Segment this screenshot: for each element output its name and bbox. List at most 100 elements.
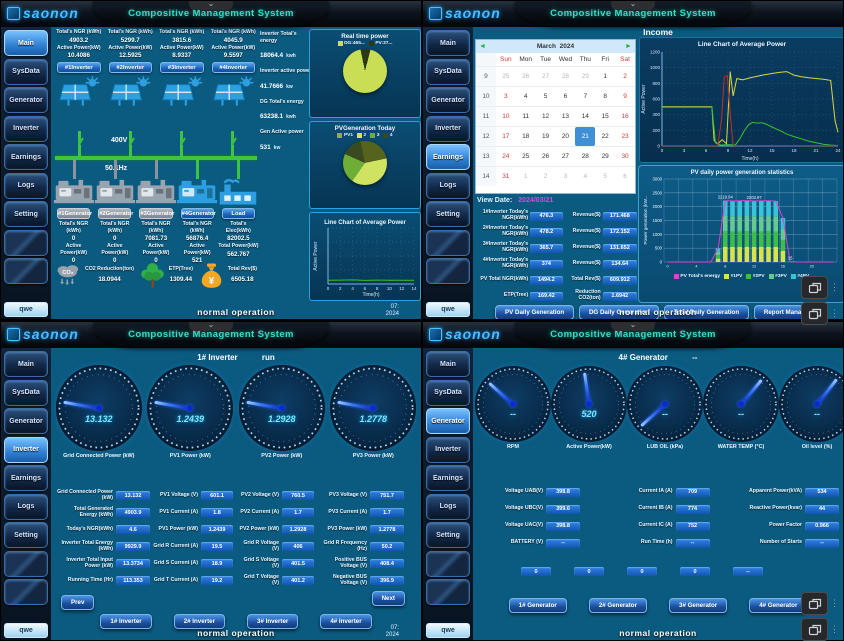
- sidebar-item-main[interactable]: Main: [426, 30, 470, 56]
- calendar-day[interactable]: 29: [601, 153, 609, 160]
- 2-inverter-button[interactable]: 2# Inverter: [173, 614, 225, 629]
- sidebar-item-earnings[interactable]: Earnings: [4, 465, 48, 491]
- 1generator-button[interactable]: #1Generator: [57, 208, 92, 219]
- calendar-day[interactable]: 14: [581, 113, 589, 120]
- calendar-day[interactable]: 16: [621, 113, 629, 120]
- sidebar-item-sysdata[interactable]: SysData: [426, 58, 470, 85]
- sidebar-item-generator[interactable]: Generator: [4, 87, 48, 113]
- sidebar-item-blank[interactable]: [426, 258, 470, 284]
- inverter-button[interactable]: #4Inverter: [211, 62, 255, 73]
- sidebar-item-setting[interactable]: Setting: [426, 201, 470, 227]
- calendar-day[interactable]: 1: [523, 173, 528, 180]
- screen-tool-button[interactable]: [801, 276, 828, 299]
- calendar-day[interactable]: 2: [623, 73, 627, 80]
- sidebar-item-blank[interactable]: [4, 229, 48, 256]
- calendar-day[interactable]: 10: [502, 113, 510, 120]
- 1-inverter-button[interactable]: 1# Inverter: [100, 614, 152, 629]
- collapse-handle[interactable]: ⌄: [189, 322, 233, 331]
- 4-generator-button[interactable]: 4# Generator: [749, 598, 808, 613]
- 4generator-button[interactable]: #4Generator: [180, 208, 216, 219]
- calendar-day[interactable]: 28: [581, 153, 589, 160]
- calendar-day[interactable]: 5: [603, 173, 607, 180]
- sidebar-item-earnings[interactable]: Earnings: [4, 144, 48, 170]
- calendar-prev-icon[interactable]: ◄: [479, 43, 486, 50]
- sidebar-item-inverter[interactable]: Inverter: [426, 115, 470, 142]
- qwe-button[interactable]: qwe: [426, 623, 470, 638]
- sidebar-item-main[interactable]: Main: [4, 351, 48, 377]
- sidebar-item-earnings[interactable]: Earnings: [426, 144, 470, 170]
- calendar-day[interactable]: 4: [583, 173, 588, 180]
- calendar-day[interactable]: 8: [603, 93, 607, 100]
- drag-handle-icon[interactable]: ⋮: [830, 308, 839, 318]
- sidebar-item-earnings[interactable]: Earnings: [426, 465, 470, 491]
- inverter-button[interactable]: #3Inverter: [160, 62, 204, 73]
- sidebar-item-main[interactable]: Main: [426, 351, 470, 377]
- 2generator-button[interactable]: #2Generator: [98, 208, 133, 219]
- calendar-day[interactable]: 31: [502, 173, 510, 180]
- calendar-day[interactable]: 29: [581, 73, 589, 80]
- collapse-handle[interactable]: ⌄: [611, 322, 655, 331]
- sidebar-item-inverter[interactable]: Inverter: [426, 436, 470, 463]
- sidebar-item-sysdata[interactable]: SysData: [4, 58, 48, 85]
- calendar-day[interactable]: 19: [541, 133, 550, 140]
- calendar-day[interactable]: 6: [623, 173, 627, 180]
- calendar-day[interactable]: 20: [561, 133, 570, 140]
- calendar-day[interactable]: 26: [522, 73, 530, 80]
- calendar-day[interactable]: 27: [541, 73, 550, 80]
- calendar-day[interactable]: 7: [583, 93, 588, 100]
- calendar-day[interactable]: 4: [523, 93, 528, 100]
- calendar-day[interactable]: 1: [603, 73, 607, 80]
- calendar-day[interactable]: 11: [522, 113, 530, 120]
- sidebar-item-sysdata[interactable]: SysData: [426, 379, 470, 406]
- screen-tool-button[interactable]: [801, 618, 828, 641]
- sidebar-item-logs[interactable]: Logs: [426, 172, 470, 199]
- calendar-day[interactable]: 3: [504, 93, 508, 100]
- sidebar-item-inverter[interactable]: Inverter: [4, 436, 48, 463]
- drag-handle-icon[interactable]: ⋮: [830, 598, 839, 608]
- dg-daily-generation-button[interactable]: DG Daily Generation: [578, 305, 660, 319]
- calendar-day[interactable]: 25: [522, 153, 530, 160]
- calendar-day[interactable]: 5: [543, 93, 548, 100]
- calendar-day[interactable]: 23: [621, 133, 629, 140]
- collapse-handle[interactable]: ⌄: [189, 1, 233, 10]
- calendar-day[interactable]: 18: [522, 133, 530, 140]
- prev-button[interactable]: Prev: [61, 595, 95, 610]
- qwe-button[interactable]: qwe: [4, 302, 48, 317]
- sidebar-item-blank[interactable]: [426, 579, 470, 605]
- sidebar-item-setting[interactable]: Setting: [4, 522, 48, 548]
- 2-generator-button[interactable]: 2# Generator: [588, 598, 647, 613]
- sidebar-item-blank[interactable]: [4, 579, 48, 605]
- sidebar-item-setting[interactable]: Setting: [4, 201, 48, 227]
- 3-generator-button[interactable]: 3# Generator: [669, 598, 728, 613]
- next-button[interactable]: Next: [371, 591, 405, 606]
- sidebar-item-blank[interactable]: [426, 550, 470, 577]
- calendar-day[interactable]: 27: [561, 153, 570, 160]
- calendar-day[interactable]: 2: [543, 173, 548, 180]
- calendar-selected-day[interactable]: 21: [575, 127, 596, 146]
- calendar-day[interactable]: 22: [601, 133, 609, 140]
- calendar-day[interactable]: 30: [621, 153, 629, 160]
- sidebar-item-blank[interactable]: [4, 550, 48, 577]
- 3-inverter-button[interactable]: 3# Inverter: [247, 614, 299, 629]
- sidebar-item-logs[interactable]: Logs: [426, 493, 470, 520]
- sidebar-item-logs[interactable]: Logs: [4, 493, 48, 520]
- collapse-handle[interactable]: ⌄: [611, 1, 655, 10]
- inverter-button[interactable]: #2Inverter: [108, 62, 152, 73]
- 1-generator-button[interactable]: 1# Generator: [508, 598, 567, 613]
- 4-inverter-button[interactable]: 4# Inverter: [320, 614, 372, 629]
- sidebar-item-blank[interactable]: [4, 258, 48, 284]
- calendar-day[interactable]: 13: [561, 113, 570, 120]
- sidebar-item-generator[interactable]: Generator: [4, 408, 48, 434]
- calendar-day[interactable]: 24: [502, 153, 510, 160]
- sidebar-item-generator[interactable]: Generator: [426, 87, 470, 113]
- calendar-day[interactable]: 15: [601, 113, 609, 120]
- drag-handle-icon[interactable]: ⋮: [830, 282, 839, 292]
- sidebar-item-sysdata[interactable]: SysData: [4, 379, 48, 406]
- sidebar-item-blank[interactable]: [426, 229, 470, 256]
- sidebar-item-setting[interactable]: Setting: [426, 522, 470, 548]
- sidebar-item-main[interactable]: Main: [4, 30, 48, 56]
- total-daily-generation-button[interactable]: Total Daily Generation: [663, 305, 750, 319]
- calendar-next-icon[interactable]: ►: [625, 43, 632, 50]
- calendar-day[interactable]: 28: [561, 73, 570, 80]
- calendar-day[interactable]: 3: [563, 173, 568, 180]
